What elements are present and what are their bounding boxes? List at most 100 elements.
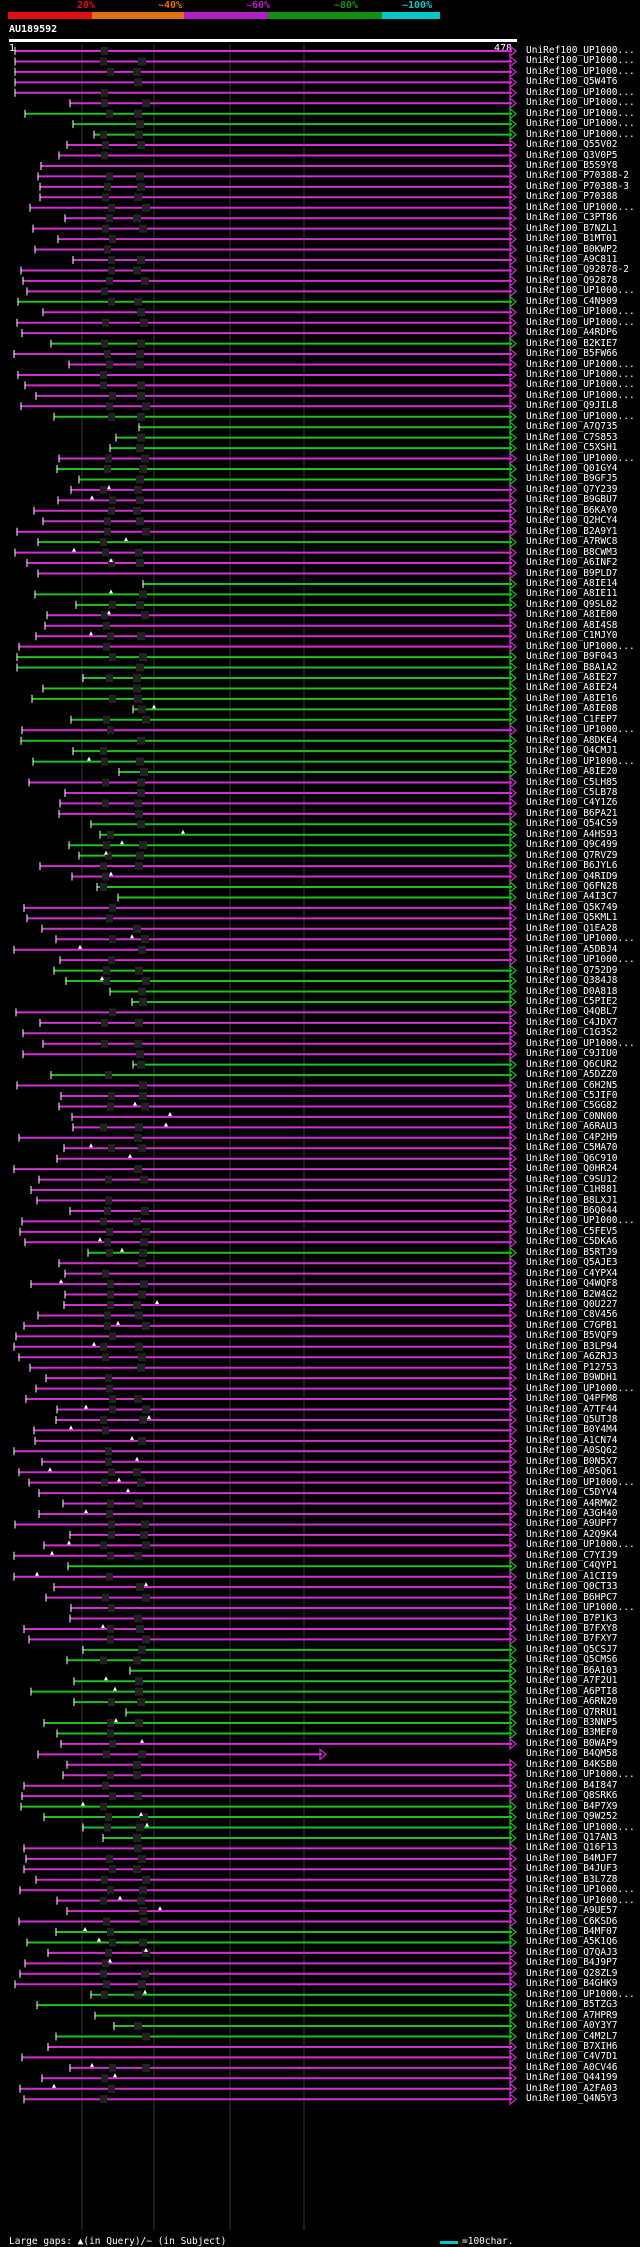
alignment-row[interactable]: [32, 222, 517, 235]
alignment-row[interactable]: [34, 1434, 517, 1448]
alignment-row[interactable]: [69, 96, 517, 110]
hit-label[interactable]: UniRef100_B0Y4M4: [526, 1424, 618, 1436]
hit-label[interactable]: UniRef100_Q6CUR2: [526, 1058, 618, 1070]
hit-label[interactable]: UniRef100_C4V7D1: [526, 2051, 618, 2063]
hit-label[interactable]: UniRef100_B4GHK9: [526, 1978, 618, 1990]
hit-label[interactable]: UniRef100_UP1000...: [526, 65, 635, 77]
alignment-row[interactable]: [47, 1946, 517, 1960]
alignment-row[interactable]: [37, 170, 517, 183]
alignment-row[interactable]: [72, 744, 517, 758]
alignment-row[interactable]: [113, 2019, 517, 2033]
hit-label[interactable]: UniRef100_B0N5X7: [526, 1455, 618, 1467]
alignment-row[interactable]: [59, 797, 517, 810]
hit-label[interactable]: UniRef100_C5DKA6: [526, 1236, 618, 1248]
hit-label[interactable]: UniRef100_A4RMW2: [526, 1497, 618, 1509]
alignment-row[interactable]: [69, 1528, 517, 1542]
hit-label[interactable]: UniRef100_Q6FN28: [526, 881, 618, 892]
hit-label[interactable]: UniRef100_Q3V0P5: [526, 149, 618, 161]
alignment-row[interactable]: [64, 1267, 517, 1280]
hit-label[interactable]: UniRef100_B1MT01: [526, 233, 618, 245]
hit-label[interactable]: UniRef100_A7F2U1: [526, 1675, 618, 1687]
alignment-row[interactable]: [19, 1225, 517, 1239]
hit-label[interactable]: UniRef100_Q16F13: [526, 1842, 618, 1854]
alignment-row[interactable]: [109, 441, 517, 455]
hit-label[interactable]: UniRef100_B4KSB0: [526, 1758, 618, 1770]
hit-label[interactable]: UniRef100_Q9SL02: [526, 598, 618, 610]
hit-label[interactable]: UniRef100_B4I847: [526, 1779, 618, 1791]
hit-label[interactable]: UniRef100_C3PT86: [526, 212, 618, 224]
hit-label[interactable]: UniRef100_B9GFJ5: [526, 473, 618, 485]
alignment-row[interactable]: [23, 2092, 517, 2106]
alignment-row[interactable]: [26, 285, 517, 298]
hit-label[interactable]: UniRef100_Q5W4T6: [526, 76, 618, 88]
hit-label[interactable]: UniRef100_Q7RRU1: [526, 1706, 618, 1718]
hit-label[interactable]: UniRef100_UP1000...: [526, 933, 635, 945]
alignment-row[interactable]: [21, 723, 517, 737]
alignment-row[interactable]: [39, 180, 517, 194]
alignment-row[interactable]: [72, 253, 517, 267]
hit-label[interactable]: UniRef100_Q5KML1: [526, 912, 618, 924]
hit-label[interactable]: UniRef100_A7HPR9: [526, 2009, 618, 2021]
hit-label[interactable]: UniRef100_UP1000...: [526, 452, 635, 464]
hit-label[interactable]: UniRef100_B9WDH1: [526, 1372, 618, 1384]
hit-label[interactable]: UniRef100_B5FW66: [526, 348, 618, 360]
hit-label[interactable]: UniRef100_UP1000...: [526, 97, 635, 109]
alignment-row[interactable]: [18, 1131, 517, 1145]
alignment-row[interactable]: [87, 1246, 517, 1260]
alignment-row[interactable]: [40, 159, 517, 173]
hit-label[interactable]: UniRef100_B6Q044: [526, 1204, 618, 1216]
alignment-row[interactable]: [71, 1110, 517, 1124]
alignment-row[interactable]: [38, 1486, 517, 1500]
hit-label[interactable]: UniRef100_UP1000...: [526, 118, 635, 130]
hit-label[interactable]: UniRef100_C5MA70: [526, 1142, 618, 1154]
alignment-row[interactable]: [82, 1643, 517, 1657]
hit-label[interactable]: UniRef100_UP1000...: [526, 1539, 635, 1551]
hit-label[interactable]: UniRef100_B6PA21: [526, 807, 618, 819]
hit-label[interactable]: UniRef100_Q4WQF8: [526, 1278, 618, 1290]
hit-label[interactable]: UniRef100_Q0U227: [526, 1299, 618, 1310]
hit-label[interactable]: UniRef100_Q4PFM8: [526, 1393, 618, 1405]
alignment-row[interactable]: [22, 1047, 517, 1061]
hit-label[interactable]: UniRef100_A0CV46: [526, 2061, 618, 2073]
alignment-row[interactable]: [45, 1591, 517, 1604]
alignment-row[interactable]: [73, 1674, 517, 1688]
alignment-row[interactable]: [20, 1800, 517, 1813]
hit-label[interactable]: UniRef100_Q4QBL7: [526, 1006, 618, 1018]
alignment-row[interactable]: [15, 1006, 517, 1019]
alignment-row[interactable]: [13, 1549, 517, 1563]
alignment-row[interactable]: [29, 1361, 517, 1374]
hit-label[interactable]: UniRef100_C4YPX4: [526, 1267, 618, 1279]
alignment-row[interactable]: [60, 1737, 517, 1751]
alignment-row[interactable]: [36, 1194, 517, 1207]
alignment-row[interactable]: [59, 953, 517, 967]
alignment-row[interactable]: [24, 1957, 517, 1970]
alignment-row[interactable]: [62, 1768, 517, 1782]
alignment-row[interactable]: [22, 274, 517, 288]
alignment-row[interactable]: [56, 1152, 517, 1165]
hit-label[interactable]: UniRef100_B3L7Z8: [526, 1873, 618, 1885]
hit-label[interactable]: UniRef100_Q92878: [526, 274, 618, 286]
hit-label[interactable]: UniRef100_A1CII9: [526, 1570, 618, 1582]
hit-label[interactable]: UniRef100_C9JIU0: [526, 1048, 618, 1060]
alignment-row[interactable]: [41, 2072, 517, 2085]
hit-label[interactable]: UniRef100_B7FXY8: [526, 1622, 618, 1634]
hit-label[interactable]: UniRef100_Q54CS9: [526, 818, 618, 830]
hit-label[interactable]: UniRef100_UP1000...: [526, 86, 635, 98]
hit-label[interactable]: UniRef100_Q55V02: [526, 139, 618, 151]
hit-label[interactable]: UniRef100_UP1000...: [526, 1769, 635, 1781]
hit-label[interactable]: UniRef100_B4JUF3: [526, 1863, 618, 1875]
alignment-row[interactable]: [90, 1988, 517, 2001]
alignment-row[interactable]: [132, 1058, 517, 1071]
alignment-row[interactable]: [58, 149, 517, 162]
alignment-row[interactable]: [21, 1215, 517, 1228]
alignment-row[interactable]: [73, 1695, 517, 1709]
hit-label[interactable]: UniRef100_C7S853: [526, 431, 618, 443]
alignment-row[interactable]: [16, 525, 517, 538]
hit-label[interactable]: UniRef100_UP1000...: [526, 379, 635, 391]
hit-label[interactable]: UniRef100_Q5K749: [526, 901, 618, 913]
hit-label[interactable]: UniRef100_A8IE16: [526, 692, 618, 704]
alignment-row[interactable]: [44, 619, 517, 633]
alignment-row[interactable]: [99, 828, 517, 842]
alignment-row[interactable]: [25, 1392, 517, 1406]
alignment-row[interactable]: [58, 1100, 517, 1113]
